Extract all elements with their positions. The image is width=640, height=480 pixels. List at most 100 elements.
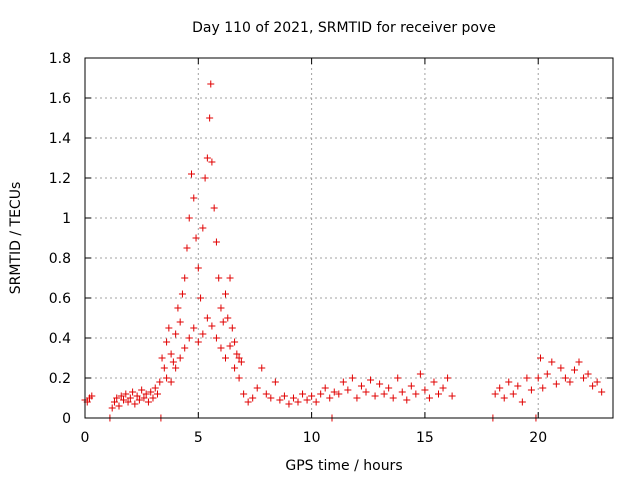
data-point (523, 374, 531, 382)
y-tick-label: 0.8 (49, 251, 71, 267)
data-point (496, 384, 504, 392)
data-point (231, 338, 239, 346)
data-point (249, 394, 257, 402)
data-point (303, 396, 311, 404)
data-point (199, 330, 207, 338)
data-point (210, 204, 218, 212)
data-point (412, 390, 420, 398)
data-point (536, 354, 544, 362)
data-point (197, 294, 205, 302)
data-point (326, 394, 334, 402)
data-point (126, 394, 134, 402)
data-point (566, 378, 574, 386)
data-point (88, 392, 96, 400)
y-tick-label: 0.2 (49, 371, 71, 387)
data-point (312, 398, 320, 406)
data-point (219, 318, 227, 326)
data-point (212, 238, 220, 246)
data-point (207, 80, 215, 88)
data-point (217, 304, 225, 312)
data-point (416, 370, 424, 378)
data-point (376, 380, 384, 388)
data-point (570, 366, 578, 374)
data-point (435, 390, 443, 398)
data-point (380, 390, 388, 398)
data-point (203, 314, 211, 322)
data-point (276, 396, 284, 404)
y-tick-label: 0.4 (49, 331, 71, 347)
plot-frame (84, 57, 614, 419)
data-point (215, 274, 223, 282)
data-point (500, 394, 508, 402)
data-point (181, 274, 189, 282)
data-point (149, 394, 157, 402)
data-point (221, 354, 229, 362)
data-point (115, 402, 123, 410)
data-point (330, 388, 338, 396)
data-point (548, 358, 556, 366)
tick-layer: 0 0.2 0.4 0.6 0.8 1 1.2 1.4 1.6 1.8 0 5 10 15 20 (49, 51, 613, 446)
data-point (403, 396, 411, 404)
data-point (430, 378, 438, 386)
data-point (147, 388, 155, 396)
data-point (203, 154, 211, 162)
data-point (317, 390, 325, 398)
data-point (237, 358, 245, 366)
data-point (129, 388, 137, 396)
data-point (113, 394, 121, 402)
data-point (188, 170, 196, 178)
data-point (348, 374, 356, 382)
data-point (228, 324, 236, 332)
data-point (240, 390, 248, 398)
marks-layer (81, 80, 606, 422)
data-point (258, 364, 266, 372)
data-point (206, 114, 214, 122)
y-tick-label: 1.2 (49, 171, 71, 187)
data-point (151, 384, 159, 392)
data-point (110, 398, 118, 406)
data-point (280, 392, 288, 400)
data-point (178, 290, 186, 298)
data-point (244, 398, 252, 406)
x-tick-label: 0 (81, 430, 90, 446)
data-point (194, 264, 202, 272)
data-point (233, 350, 241, 358)
data-point (154, 390, 162, 398)
data-point (108, 404, 116, 412)
data-point (285, 400, 293, 408)
data-point (425, 394, 433, 402)
data-point (593, 378, 601, 386)
data-point (527, 386, 535, 394)
x-tick-label: 15 (416, 430, 434, 446)
data-point (575, 358, 583, 366)
data-point (357, 382, 365, 390)
data-point (580, 374, 588, 382)
data-point (117, 392, 125, 400)
data-point (505, 378, 513, 386)
data-point (552, 380, 560, 388)
data-point (185, 334, 193, 342)
y-tick-label: 1.8 (49, 51, 71, 67)
data-point (389, 394, 397, 402)
data-point (308, 392, 316, 400)
data-point (444, 374, 452, 382)
data-point (172, 364, 180, 372)
data-point (226, 342, 234, 350)
data-point (176, 354, 184, 362)
data-point (194, 338, 202, 346)
data-point (120, 396, 128, 404)
data-point (335, 390, 343, 398)
data-point (253, 384, 261, 392)
data-point (534, 374, 542, 382)
data-point (226, 274, 234, 282)
y-tick-label: 0 (62, 411, 71, 427)
data-point (584, 370, 592, 378)
data-point (557, 364, 565, 372)
data-point (192, 234, 200, 242)
data-point (235, 354, 243, 362)
data-point (321, 384, 329, 392)
data-point (362, 388, 370, 396)
data-point (158, 354, 166, 362)
